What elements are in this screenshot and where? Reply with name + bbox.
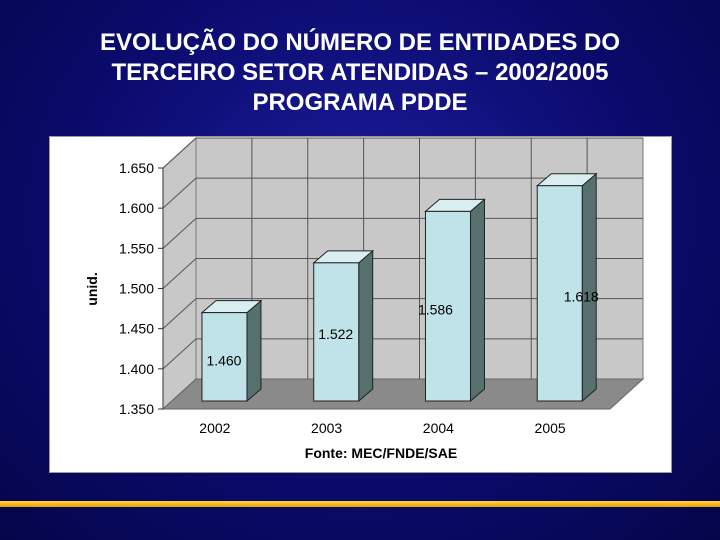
bar-chart: 1.460 1.522 1.586 1.618 1.350 1.400 1.450 1.50… (84, 137, 645, 461)
y-gridline (162, 177, 643, 209)
data-label-2003: 1.522 (318, 326, 353, 342)
y-tick-label: 1.600 (119, 200, 154, 216)
bar-side (581, 172, 597, 403)
x-tick-label: 2003 (311, 420, 342, 436)
x-axis-ticks: 2002 2003 2004 2005 (199, 420, 566, 436)
x-tick-label: 2004 (423, 420, 454, 436)
title-line-3: PROGRAMA PDDE (252, 89, 468, 116)
bar-side (358, 249, 374, 403)
y-tick-label: 1.550 (119, 240, 154, 256)
bar-front (536, 185, 583, 402)
y-gridline (162, 137, 643, 169)
y-gridline (162, 217, 643, 249)
title-line-1: EVOLUÇÃO DO NÚMERO DE ENTIDADES DO (99, 29, 621, 56)
data-label-2002: 1.460 (206, 353, 241, 369)
y-gridline (162, 258, 643, 289)
chart-source: Fonte: MEC/FNDE/SAE (305, 445, 457, 461)
bar-front (424, 210, 471, 402)
accent-line (0, 501, 720, 507)
y-tick-label: 1.450 (119, 321, 154, 337)
x-tick-label: 2002 (199, 420, 230, 436)
bar-side (246, 299, 262, 403)
x-tick-label: 2005 (535, 420, 566, 436)
chart-floor (161, 378, 645, 410)
y-tick-label: 1.650 (119, 160, 154, 176)
slide-title: EVOLUÇÃO DO NÚMERO DE ENTIDADES DO TERCE… (0, 28, 720, 118)
y-tick-label: 1.350 (119, 401, 154, 417)
y-gridline (162, 338, 643, 370)
y-tick-label: 1.500 (119, 281, 154, 297)
bar-2004: 1.586 (418, 198, 486, 403)
bar-2005: 1.618 (535, 172, 599, 403)
chart-bars: 1.460 1.522 1.586 1.618 (200, 172, 599, 403)
data-label-2004: 1.586 (418, 301, 453, 317)
bar-2002: 1.460 (200, 299, 263, 403)
data-label-2005: 1.618 (564, 289, 599, 305)
y-axis-ticks: 1.350 1.400 1.450 1.500 1.550 1.600 1.650 (119, 160, 164, 417)
bar-side (469, 198, 485, 403)
bar-front (313, 262, 360, 402)
bar-front (201, 312, 248, 402)
y-tick-label: 1.400 (119, 361, 154, 377)
y-gridline (162, 298, 643, 330)
chart-panel: 1.460 1.522 1.586 1.618 1.350 1.400 1.450 1.50… (49, 136, 672, 473)
title-line-2: TERCEIRO SETOR ATENDIDAS – 2002/2005 (111, 59, 609, 86)
y-axis-label: unid. (84, 272, 100, 305)
bar-2003: 1.522 (312, 249, 375, 403)
